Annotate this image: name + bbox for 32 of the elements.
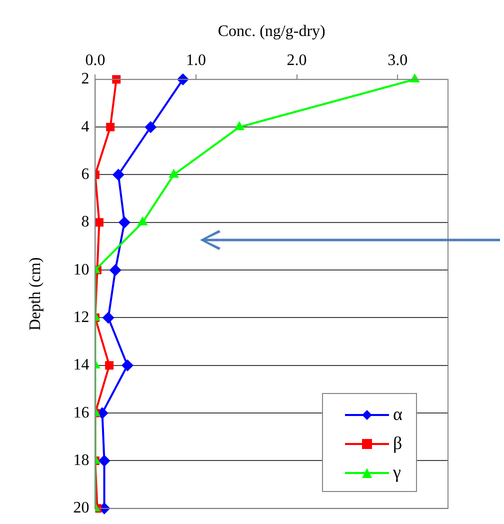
point — [112, 168, 124, 181]
x-tick-label: 3.0 — [388, 52, 408, 70]
y-tick-label: 4 — [81, 118, 90, 136]
legend-label: α — [393, 404, 402, 425]
y-axis-title: Depth (cm) — [26, 257, 44, 331]
y-tick-label: 10 — [73, 261, 90, 278]
point — [137, 216, 148, 226]
point — [95, 218, 104, 227]
y-tick-label: 18 — [73, 452, 90, 469]
y-tick-label: 6 — [81, 166, 90, 183]
x-tick-label: 1.0 — [186, 52, 206, 70]
x-tick-label: 2.0 — [286, 52, 307, 70]
y-tick-label: 12 — [73, 308, 90, 326]
point — [109, 264, 122, 276]
point — [98, 454, 110, 467]
x-axis-title: Conc. (ng/g-dry) — [218, 22, 326, 40]
point — [106, 122, 115, 132]
y-tick-label: 16 — [73, 404, 90, 422]
y-tick-label: 8 — [81, 214, 90, 231]
legend-label: γ — [393, 462, 401, 483]
point — [102, 312, 114, 324]
legend-label: β — [393, 433, 402, 454]
point — [144, 121, 157, 134]
y-tick-label: 20 — [73, 500, 90, 517]
x-tick-label: 0.0 — [85, 52, 106, 70]
point — [121, 359, 134, 372]
point — [168, 168, 180, 178]
point — [234, 121, 245, 130]
y-tick-label: 14 — [73, 356, 90, 374]
point — [105, 361, 114, 370]
y-tick-label: 2 — [81, 70, 90, 88]
point — [118, 216, 130, 228]
